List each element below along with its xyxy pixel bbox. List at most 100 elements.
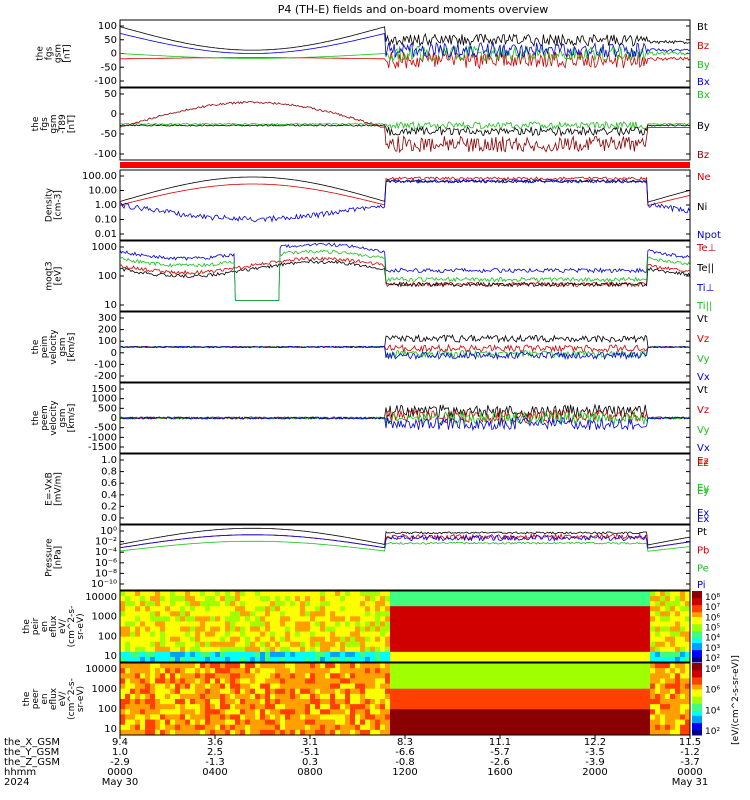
spectrogram-cell <box>405 678 411 685</box>
spectrogram-cell <box>610 601 616 607</box>
spectrogram-cell <box>410 688 416 695</box>
colorbar-segment <box>692 667 702 671</box>
spectrogram-cell <box>470 626 476 633</box>
spectrogram-cell <box>595 683 601 690</box>
spectrogram-cell <box>330 596 336 602</box>
spectrogram-cell <box>125 704 131 710</box>
spectrogram-cell <box>520 709 526 715</box>
spectrogram-cell <box>430 663 436 669</box>
spectrogram-cell <box>270 678 276 685</box>
spectrogram-cell <box>595 631 601 638</box>
spectrogram-cell <box>370 656 376 663</box>
spectrogram-cell <box>285 699 291 705</box>
spectrogram-cell <box>220 651 226 658</box>
spectrogram-cell <box>240 663 246 669</box>
spectrogram-cell <box>165 601 171 607</box>
spectrogram-cell <box>245 663 251 669</box>
spectrogram-cell <box>340 606 346 612</box>
spectrogram-cell <box>445 709 451 715</box>
spectrogram-cell <box>170 729 176 736</box>
spectrogram-cell <box>135 719 141 726</box>
spectrogram-cell <box>680 616 686 622</box>
spectrogram-cell <box>280 651 286 658</box>
spectrogram-cell <box>545 606 551 612</box>
colorbar-segment <box>692 631 702 635</box>
spectrogram-cell <box>215 704 221 710</box>
spectrogram-cell <box>440 656 446 663</box>
spectrogram-cell <box>150 678 156 685</box>
spectrogram-cell <box>290 596 296 602</box>
spectrogram-cell <box>445 626 451 633</box>
spectrogram-cell <box>540 656 546 663</box>
spectrogram-cell <box>285 714 291 721</box>
spectrogram-cell <box>260 709 266 715</box>
spectrogram-cell <box>670 693 676 700</box>
spectrogram-cell <box>630 719 636 726</box>
spectrogram-cell <box>300 719 306 726</box>
spectrogram-cell <box>400 693 406 700</box>
spectrogram-cell <box>250 641 256 648</box>
spectrogram-cell <box>405 699 411 705</box>
spectrogram-cell <box>150 719 156 726</box>
spectrogram-cell <box>355 729 361 736</box>
spectrogram-cell <box>620 719 626 726</box>
spectrogram-cell <box>585 719 591 726</box>
spectrogram-cell <box>225 596 231 602</box>
spectrogram-cell <box>570 668 576 674</box>
spectrogram-cell <box>650 641 656 648</box>
spectrogram-cell <box>170 714 176 721</box>
spectrogram-cell <box>665 683 671 690</box>
spectrogram-cell <box>265 709 271 715</box>
spectrogram-cell <box>430 678 436 685</box>
spectrogram-cell <box>375 673 381 679</box>
spectrogram-cell <box>180 591 186 597</box>
spectrogram-cell <box>345 699 351 705</box>
spectrogram-cell <box>475 621 481 627</box>
spectrogram-cell <box>170 621 176 627</box>
series-bx-line <box>119 33 691 59</box>
spectrogram-cell <box>530 596 536 602</box>
spectrogram-cell <box>625 656 631 663</box>
spectrogram-cell <box>335 601 341 607</box>
colorbar-segment <box>692 718 702 722</box>
spectrogram-cell <box>130 656 136 663</box>
spectrogram-cell <box>335 729 341 736</box>
spectrogram-cell <box>595 663 601 669</box>
spectrogram-cell <box>335 651 341 658</box>
spectrogram-cell <box>450 591 456 597</box>
spectrogram-cell <box>425 596 431 602</box>
series-npot-line <box>119 178 691 223</box>
spectrogram-cell <box>550 596 556 602</box>
spectrogram-cell <box>605 656 611 663</box>
spectrogram-cell <box>500 693 506 700</box>
colorbar-segment <box>692 650 702 654</box>
spectrogram-cell <box>635 591 641 597</box>
spectrogram-cell <box>680 678 686 685</box>
spectrogram-cell <box>590 601 596 607</box>
spectrogram-cell <box>360 683 366 690</box>
spectrogram-cell <box>185 693 191 700</box>
spectrogram-cell <box>410 673 416 679</box>
spectrogram-cell <box>225 601 231 607</box>
spectrogram-cell <box>350 616 356 622</box>
spectrogram-cell <box>280 636 286 643</box>
spectrogram-cell <box>520 729 526 736</box>
spectrogram-cell <box>510 646 516 653</box>
spectrogram-cell <box>315 596 321 602</box>
spectrogram-cell <box>120 724 126 731</box>
y-tick-label: 10000 <box>85 592 117 603</box>
spectrogram-cell <box>480 719 486 726</box>
spectrogram-cell <box>560 663 566 669</box>
spectrogram-cell <box>600 704 606 710</box>
spectrogram-cell <box>495 636 501 643</box>
spectrogram-cell <box>480 683 486 690</box>
spectrogram-cell <box>680 719 686 726</box>
spectrogram-cell <box>435 656 441 663</box>
spectrogram-cell <box>210 693 216 700</box>
spectrogram-cell <box>360 591 366 597</box>
spectrogram-cell <box>230 688 236 695</box>
spectrogram-cell <box>190 663 196 669</box>
spectrogram-cell <box>365 683 371 690</box>
spectrogram-cell <box>570 678 576 685</box>
